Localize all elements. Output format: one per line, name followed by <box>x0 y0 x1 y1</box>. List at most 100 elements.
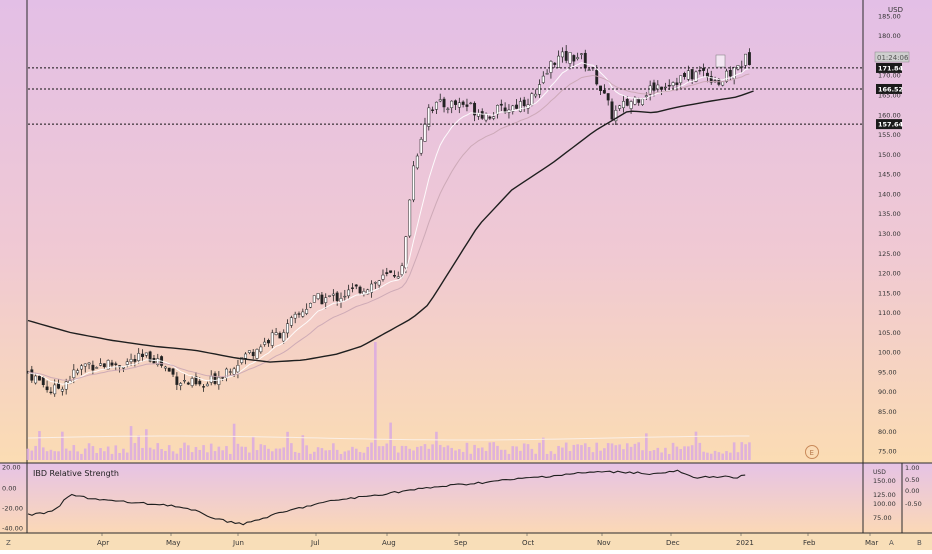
volume-bar <box>45 451 49 460</box>
candle-body <box>209 375 213 383</box>
volume-bar <box>72 445 76 460</box>
volume-bar <box>675 446 679 460</box>
candle-body <box>305 309 309 314</box>
volume-bar <box>625 443 629 460</box>
volume-bar <box>687 446 690 460</box>
y-axis-ticks: 185.00180.00175.00170.00165.00160.00155.… <box>878 12 901 455</box>
volume-bar <box>473 444 476 460</box>
volume-bar <box>38 431 41 460</box>
candle-body <box>457 102 461 108</box>
horizontal-price-lines: 171.84 166.52 157.64 <box>28 62 904 130</box>
candle-body <box>99 363 102 366</box>
price-line-label: 166.52 <box>878 85 903 93</box>
y-tick-label: 150.00 <box>878 151 901 159</box>
volume-bar <box>446 445 450 460</box>
volume-bar <box>354 448 358 460</box>
volume-bar <box>381 446 385 460</box>
x-tick-label: 2021 <box>736 539 754 547</box>
candle-body <box>217 376 221 385</box>
x-tick-label: Jul <box>310 539 320 547</box>
candle-body <box>270 332 274 346</box>
candle-body <box>274 332 278 335</box>
candle-body <box>312 295 316 303</box>
candle-body <box>183 380 186 382</box>
candle-body <box>83 363 87 367</box>
corner-a-label[interactable]: A <box>889 539 894 547</box>
y-tick-label: 135.00 <box>878 210 901 218</box>
candle-body <box>301 311 305 317</box>
volume-bar <box>141 447 144 460</box>
y-tick-label: 100.00 <box>878 349 901 357</box>
indicator-far-right-tick: 0.50 <box>905 476 919 484</box>
candle-body <box>278 332 282 339</box>
candle-body <box>255 349 259 359</box>
candle-body <box>114 363 118 365</box>
volume-bar <box>290 443 293 460</box>
candle-body <box>95 367 99 369</box>
volume-bar <box>454 450 457 460</box>
candle-body <box>580 53 583 55</box>
corner-b-label[interactable]: B <box>917 539 922 547</box>
candle-body <box>583 52 587 69</box>
candle-body <box>679 75 683 84</box>
volume-bar <box>629 446 633 460</box>
indicator-far-right-tick: 0.00 <box>905 487 919 495</box>
candle-body <box>675 82 679 85</box>
candle-body <box>728 69 732 77</box>
candle-body <box>671 82 675 86</box>
last-price-box <box>874 51 910 63</box>
candle-body <box>564 51 568 61</box>
last-candle-box[interactable] <box>715 54 726 68</box>
volume-bar <box>263 445 266 460</box>
candle-body <box>87 362 91 365</box>
candle-body <box>461 101 465 105</box>
candle-body <box>156 358 160 365</box>
volume-bar <box>648 451 652 460</box>
volume-bar <box>484 450 488 460</box>
candle-body <box>545 73 549 75</box>
x-tick-label: Jun <box>232 539 244 547</box>
candle-body <box>602 90 606 94</box>
volume-bar <box>652 450 656 460</box>
earnings-marker-icon[interactable] <box>805 445 819 459</box>
candle-body <box>366 289 370 295</box>
candle-body <box>641 98 644 105</box>
candle-body <box>412 165 415 201</box>
candle-body <box>293 313 297 319</box>
volume-bar <box>30 450 34 460</box>
earnings-marker-label: E <box>810 449 814 457</box>
y-tick-label: 95.00 <box>878 368 897 376</box>
volume-bar <box>194 446 198 460</box>
volume-bar <box>190 452 194 460</box>
volume-bar <box>103 451 106 460</box>
volume-bar <box>477 448 480 460</box>
candle-body <box>30 369 34 381</box>
volume-bar <box>274 448 278 460</box>
candle-body <box>625 98 629 106</box>
volume-bar <box>419 446 423 460</box>
volume-bar <box>114 445 118 460</box>
volume-bar <box>553 453 557 460</box>
candle-body <box>454 100 457 105</box>
volume-bar <box>106 446 110 460</box>
corner-left-label[interactable]: Z <box>6 539 11 547</box>
candle-body <box>228 371 232 373</box>
candle-body <box>57 383 60 389</box>
candle-body <box>45 386 49 391</box>
volume-bar <box>645 433 648 460</box>
volume-bar <box>530 448 534 460</box>
y-tick-label: 160.00 <box>878 111 901 119</box>
candle-body <box>137 353 141 361</box>
indicator-far-right-tick: 1.00 <box>905 464 919 472</box>
candle-body <box>663 86 667 89</box>
y-tick-label: 90.00 <box>878 388 897 396</box>
volume-bar <box>179 448 182 460</box>
price-line-tag <box>876 83 902 94</box>
candle-body <box>259 346 263 353</box>
indicator-right-tick: 125.00 <box>873 491 896 499</box>
candle-body <box>267 340 270 344</box>
x-tick-label: Aug <box>382 539 396 547</box>
candle-body <box>221 377 225 379</box>
